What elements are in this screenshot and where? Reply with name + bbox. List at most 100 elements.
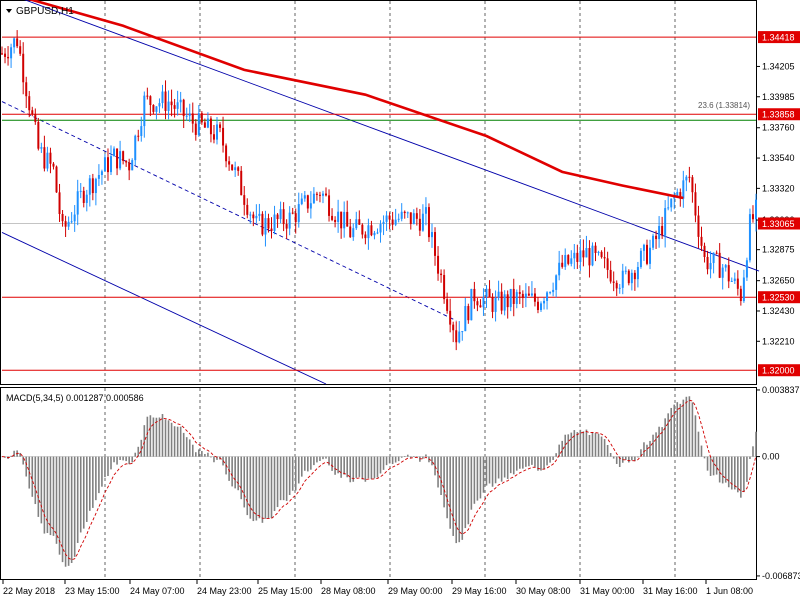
macd-bar (388, 456, 391, 464)
macd-bar (216, 456, 218, 460)
macd-bar (470, 456, 473, 510)
candle (376, 228, 379, 235)
macd-bar (85, 456, 88, 522)
price-level-tag[interactable]: 1.33858 (758, 108, 800, 121)
macd-bar (188, 439, 191, 457)
candle (167, 90, 170, 120)
candle (467, 303, 470, 324)
candle (264, 210, 267, 247)
candle (31, 106, 34, 117)
candle (694, 183, 697, 223)
candle (745, 257, 748, 281)
horizontal-levels[interactable] (2, 36, 756, 371)
candle (22, 42, 25, 95)
candle (358, 210, 361, 225)
candle (64, 215, 67, 237)
candle (437, 246, 440, 281)
price-level-tag[interactable]: 1.32530 (758, 291, 800, 304)
candle (394, 208, 397, 227)
price-level-tag[interactable]: 1.33065 (758, 217, 800, 230)
macd-bar (564, 434, 567, 457)
candle (191, 102, 194, 133)
candle (197, 105, 200, 137)
macd-bar (706, 456, 709, 471)
candle (488, 280, 491, 298)
macd-bar (467, 456, 470, 525)
candle (549, 291, 552, 295)
macd-bar (264, 456, 267, 519)
candle (736, 270, 739, 296)
fib-label: 23.6 (1.33814) (698, 101, 750, 110)
price-axis[interactable]: 1.34205 1.33985 1.33760 1.33540 1.33320 1.330… (756, 31, 800, 581)
channel-line-lower[interactable] (1, 232, 327, 385)
macd-bar (22, 456, 24, 465)
candle (10, 43, 13, 68)
macd-bar (194, 452, 197, 457)
macd-indicator-label: MACD(5,34,5) 0.001287 0.000586 (6, 393, 144, 403)
candle (261, 211, 264, 237)
candle (249, 211, 252, 224)
price-tick-label: 1.34205 (762, 61, 795, 71)
candle (25, 76, 28, 109)
macd-bar (640, 449, 642, 457)
candle (106, 148, 109, 181)
candle (140, 116, 143, 142)
symbol-label-group[interactable]: GBPUSD,H1 (6, 6, 74, 17)
candle (479, 299, 482, 308)
candle (325, 187, 328, 197)
macd-bar (458, 456, 461, 543)
candle (367, 218, 370, 250)
candle (427, 203, 430, 242)
macd-bar (679, 403, 682, 457)
macd-bar (670, 407, 673, 457)
macd-bar (752, 446, 754, 457)
candle (173, 98, 176, 118)
macd-bar (98, 456, 100, 494)
macd-bar (349, 456, 352, 483)
channel-line-upper[interactable] (2, 0, 760, 272)
macd-bar (304, 456, 306, 471)
macd-bar (476, 456, 479, 501)
price-pane[interactable] (0, 0, 757, 385)
candle (309, 191, 312, 219)
price-level-label: 1.32530 (762, 293, 795, 303)
macd-bar (164, 419, 167, 457)
candle (222, 116, 225, 153)
candle (291, 207, 294, 215)
macd-bar (61, 456, 64, 563)
macd-bar (449, 456, 451, 529)
macd-bar (343, 456, 345, 475)
macd-pane[interactable] (0, 387, 757, 580)
candle (52, 162, 55, 170)
candle (524, 283, 527, 308)
macd-bar (73, 456, 76, 557)
candle (603, 247, 606, 269)
macd-bar (382, 456, 385, 470)
channel-line-middle[interactable] (1, 101, 457, 322)
price-tick-label: 1.32875 (762, 245, 795, 255)
price-level-tag[interactable]: 1.34418 (758, 31, 800, 44)
macd-bar (512, 456, 515, 475)
macd-bar (373, 456, 376, 479)
macd-bar (119, 456, 121, 460)
macd-bar (658, 426, 660, 457)
macd-bar (113, 456, 115, 463)
price-level-tag[interactable]: 1.32000 (758, 364, 800, 377)
macd-bar (146, 416, 149, 457)
candle (403, 210, 406, 219)
candle (79, 182, 82, 199)
candle (300, 193, 303, 206)
triangle-down-icon[interactable] (6, 9, 12, 13)
candle (225, 143, 228, 168)
candle (621, 263, 624, 295)
candle (473, 281, 476, 309)
candle (652, 233, 655, 251)
time-axis[interactable]: 22 May 2018 23 May 15:00 24 May 07:00 24 Ma… (2, 580, 753, 596)
regression-channel[interactable] (1, 0, 760, 385)
candle (328, 189, 331, 222)
macd-bar (724, 456, 727, 483)
candle (337, 199, 340, 233)
candle (361, 223, 364, 239)
